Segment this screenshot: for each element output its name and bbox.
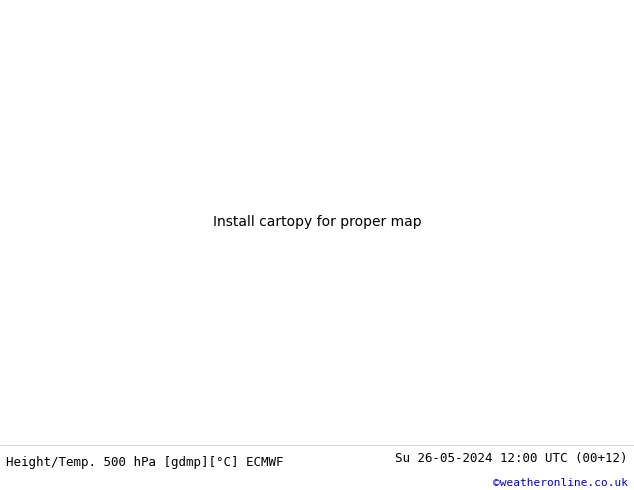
Text: ©weatheronline.co.uk: ©weatheronline.co.uk [493, 478, 628, 488]
Text: Su 26-05-2024 12:00 UTC (00+12): Su 26-05-2024 12:00 UTC (00+12) [395, 452, 628, 465]
Text: Install cartopy for proper map: Install cartopy for proper map [212, 216, 422, 229]
Text: Height/Temp. 500 hPa [gdmp][°C] ECMWF: Height/Temp. 500 hPa [gdmp][°C] ECMWF [6, 457, 284, 469]
